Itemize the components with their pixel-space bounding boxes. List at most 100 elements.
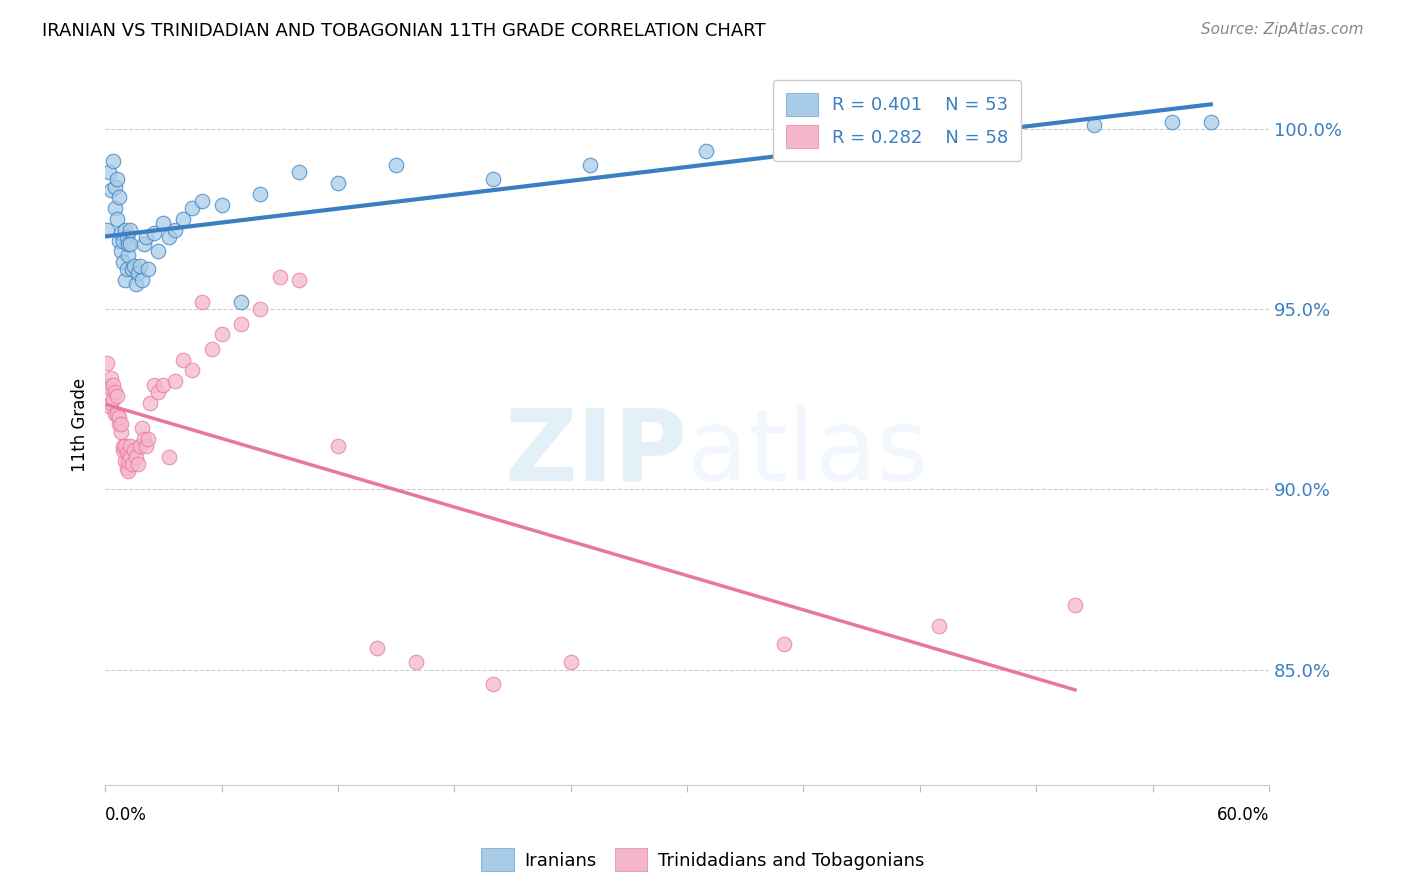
- Point: [105, 212, 128, 227]
- Point: [121, 262, 143, 277]
- Point: [249, 302, 271, 317]
- Point: [98, 381, 121, 395]
- Point: [695, 144, 717, 158]
- Point: [181, 363, 204, 377]
- Legend: R = 0.401    N = 53, R = 0.282    N = 58: R = 0.401 N = 53, R = 0.282 N = 58: [773, 80, 1021, 161]
- Point: [405, 656, 427, 670]
- Point: [104, 407, 127, 421]
- Point: [111, 234, 134, 248]
- Point: [560, 656, 582, 670]
- Point: [142, 227, 165, 241]
- Point: [157, 450, 180, 464]
- Point: [191, 294, 214, 309]
- Point: [110, 425, 132, 439]
- Point: [111, 442, 134, 457]
- Point: [120, 450, 142, 464]
- Point: [135, 439, 157, 453]
- Point: [139, 396, 162, 410]
- Point: [101, 154, 124, 169]
- Point: [110, 244, 132, 259]
- Point: [132, 432, 155, 446]
- Point: [181, 201, 204, 215]
- Point: [163, 374, 186, 388]
- Point: [157, 230, 180, 244]
- Legend: Iranians, Trinidadians and Tobagonians: Iranians, Trinidadians and Tobagonians: [474, 841, 932, 879]
- Point: [96, 377, 118, 392]
- Point: [201, 342, 224, 356]
- Point: [104, 384, 127, 399]
- Point: [928, 619, 950, 633]
- Point: [105, 407, 128, 421]
- Point: [104, 179, 127, 194]
- Point: [100, 396, 122, 410]
- Point: [115, 446, 138, 460]
- Text: atlas: atlas: [688, 405, 929, 502]
- Point: [131, 421, 153, 435]
- Point: [142, 377, 165, 392]
- Point: [120, 237, 142, 252]
- Point: [127, 266, 149, 280]
- Point: [115, 262, 138, 277]
- Point: [98, 400, 121, 414]
- Point: [120, 439, 142, 453]
- Point: [114, 439, 136, 453]
- Point: [1199, 114, 1222, 128]
- Point: [288, 165, 311, 179]
- Point: [579, 158, 602, 172]
- Point: [117, 248, 139, 262]
- Point: [117, 237, 139, 252]
- Point: [288, 273, 311, 287]
- Point: [385, 158, 408, 172]
- Point: [107, 417, 129, 432]
- Point: [120, 223, 142, 237]
- Point: [125, 450, 148, 464]
- Point: [967, 126, 990, 140]
- Point: [131, 273, 153, 287]
- Point: [110, 417, 132, 432]
- Point: [105, 172, 128, 186]
- Point: [152, 377, 174, 392]
- Point: [114, 453, 136, 467]
- Point: [172, 352, 194, 367]
- Point: [773, 637, 796, 651]
- Point: [98, 165, 121, 179]
- Point: [117, 464, 139, 478]
- Point: [326, 439, 349, 453]
- Point: [124, 442, 146, 457]
- Point: [132, 237, 155, 252]
- Point: [229, 317, 252, 331]
- Text: ZIP: ZIP: [505, 405, 688, 502]
- Point: [114, 273, 136, 287]
- Text: 60.0%: 60.0%: [1216, 806, 1270, 824]
- Point: [172, 212, 194, 227]
- Point: [107, 190, 129, 204]
- Point: [831, 129, 853, 144]
- Point: [1161, 114, 1184, 128]
- Point: [1064, 598, 1087, 612]
- Point: [482, 677, 505, 691]
- Point: [105, 389, 128, 403]
- Text: IRANIAN VS TRINIDADIAN AND TOBAGONIAN 11TH GRADE CORRELATION CHART: IRANIAN VS TRINIDADIAN AND TOBAGONIAN 11…: [42, 22, 766, 40]
- Point: [100, 183, 122, 197]
- Y-axis label: 11th Grade: 11th Grade: [72, 377, 89, 472]
- Point: [366, 640, 388, 655]
- Point: [107, 410, 129, 425]
- Point: [129, 439, 152, 453]
- Point: [115, 460, 138, 475]
- Point: [117, 453, 139, 467]
- Point: [135, 230, 157, 244]
- Point: [96, 223, 118, 237]
- Point: [146, 244, 169, 259]
- Point: [115, 230, 138, 244]
- Point: [127, 457, 149, 471]
- Point: [249, 186, 271, 201]
- Point: [136, 432, 159, 446]
- Point: [482, 172, 505, 186]
- Text: 0.0%: 0.0%: [105, 806, 148, 824]
- Text: Source: ZipAtlas.com: Source: ZipAtlas.com: [1201, 22, 1364, 37]
- Point: [326, 176, 349, 190]
- Point: [104, 201, 127, 215]
- Point: [124, 259, 146, 273]
- Point: [114, 223, 136, 237]
- Point: [101, 392, 124, 407]
